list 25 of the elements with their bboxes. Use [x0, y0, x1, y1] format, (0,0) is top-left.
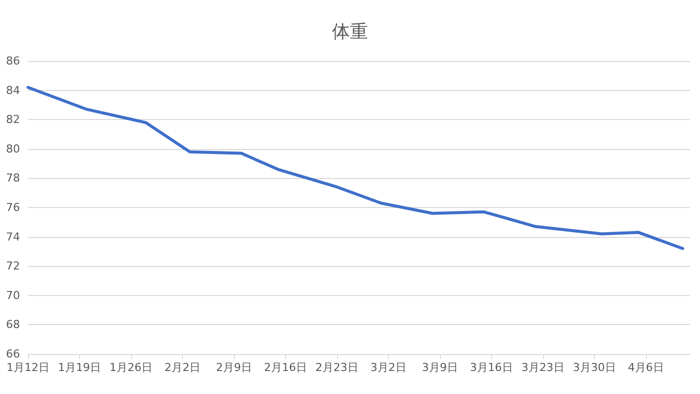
y-tick-label: 70	[6, 288, 20, 302]
x-tick-label: 2月16日	[264, 361, 307, 374]
x-tick-label: 3月9日	[422, 361, 458, 374]
x-tick-label: 2月2日	[164, 361, 200, 374]
x-tick-label: 4月6日	[628, 361, 664, 374]
y-tick-label: 82	[6, 113, 20, 126]
y-tick-label: 76	[6, 201, 20, 214]
x-tick-label: 1月12日	[6, 361, 50, 374]
y-tick-label: 84	[6, 84, 20, 97]
y-tick-label: 78	[6, 172, 20, 185]
y-tick-label: 80	[6, 142, 20, 156]
x-tick-label: 2月9日	[216, 361, 252, 374]
chart-title: 体重	[332, 22, 368, 42]
x-tick-label: 2月23日	[315, 361, 358, 374]
x-tick-label: 1月19日	[58, 361, 101, 374]
x-tick-label: 3月30日	[572, 361, 616, 374]
y-tick-label: 68	[6, 318, 20, 332]
y-tick-label: 66	[6, 348, 20, 360]
x-tick-label: 1月26日	[109, 361, 152, 374]
x-tick-label: 3月2日	[370, 361, 406, 374]
x-tick-label: 3月16日	[470, 361, 513, 374]
x-tick-label: 3月23日	[521, 361, 564, 374]
y-tick-label: 74	[6, 230, 20, 244]
y-tick-label: 86	[6, 54, 20, 68]
y-tick-label: 72	[6, 260, 20, 273]
